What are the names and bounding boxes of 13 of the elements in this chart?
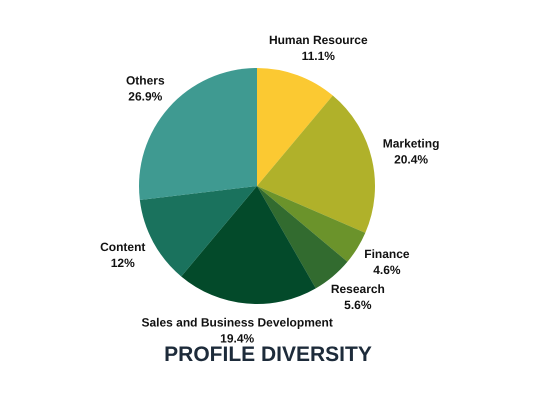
data-label: 11.1%	[302, 49, 336, 64]
slice-label: Others	[126, 73, 165, 88]
slice-label: Marketing	[382, 136, 440, 151]
data-label: 26.9%	[128, 89, 163, 104]
slice-label: Sales and Business Development	[141, 316, 333, 330]
slice-label: Research	[330, 282, 385, 296]
data-label: 5.6%	[344, 298, 372, 312]
data-label: 4.6%	[373, 262, 401, 277]
data-label: 12%	[110, 256, 136, 270]
data-label: 20.4%	[394, 152, 428, 167]
slice-label: Human Resource	[268, 33, 368, 48]
slice-label: Content	[100, 240, 146, 254]
slice-label: Finance	[364, 246, 410, 261]
